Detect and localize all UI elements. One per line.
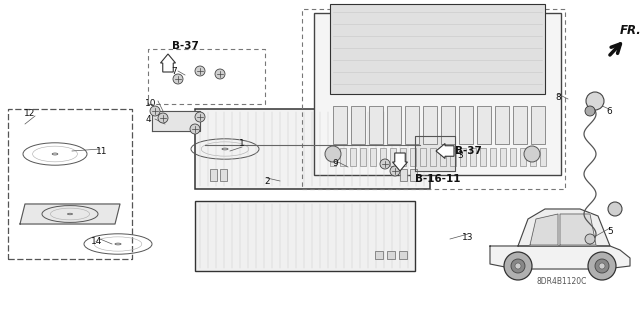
Ellipse shape bbox=[222, 148, 228, 150]
FancyBboxPatch shape bbox=[405, 106, 419, 144]
FancyBboxPatch shape bbox=[490, 148, 496, 166]
Circle shape bbox=[515, 263, 521, 269]
Polygon shape bbox=[560, 214, 596, 245]
Text: 9: 9 bbox=[332, 160, 338, 168]
FancyBboxPatch shape bbox=[333, 106, 347, 144]
Circle shape bbox=[586, 92, 604, 110]
FancyBboxPatch shape bbox=[540, 148, 546, 166]
FancyBboxPatch shape bbox=[400, 169, 407, 181]
FancyBboxPatch shape bbox=[500, 148, 506, 166]
Ellipse shape bbox=[52, 153, 58, 155]
Polygon shape bbox=[518, 209, 610, 246]
FancyBboxPatch shape bbox=[495, 106, 509, 144]
FancyBboxPatch shape bbox=[399, 251, 407, 259]
Circle shape bbox=[585, 234, 595, 244]
FancyBboxPatch shape bbox=[330, 148, 336, 166]
FancyBboxPatch shape bbox=[430, 148, 436, 166]
FancyBboxPatch shape bbox=[440, 148, 446, 166]
Text: FR.: FR. bbox=[620, 25, 640, 38]
Circle shape bbox=[524, 146, 540, 162]
FancyBboxPatch shape bbox=[459, 106, 473, 144]
Circle shape bbox=[511, 259, 525, 273]
Text: 5: 5 bbox=[607, 226, 613, 235]
FancyBboxPatch shape bbox=[420, 148, 426, 166]
Polygon shape bbox=[392, 153, 408, 171]
Text: B-37: B-37 bbox=[455, 146, 482, 156]
FancyBboxPatch shape bbox=[387, 106, 401, 144]
Text: 11: 11 bbox=[96, 146, 108, 155]
Circle shape bbox=[195, 66, 205, 76]
Ellipse shape bbox=[67, 213, 72, 215]
FancyBboxPatch shape bbox=[520, 148, 526, 166]
Text: B-37: B-37 bbox=[172, 41, 198, 51]
FancyBboxPatch shape bbox=[360, 148, 366, 166]
Polygon shape bbox=[20, 204, 120, 224]
Text: 14: 14 bbox=[92, 236, 102, 246]
FancyBboxPatch shape bbox=[330, 4, 545, 94]
Text: B-16-11: B-16-11 bbox=[415, 174, 461, 184]
Circle shape bbox=[595, 259, 609, 273]
FancyBboxPatch shape bbox=[220, 169, 227, 181]
Ellipse shape bbox=[115, 243, 121, 245]
FancyBboxPatch shape bbox=[387, 251, 395, 259]
Polygon shape bbox=[490, 246, 630, 269]
Text: 7: 7 bbox=[171, 66, 177, 76]
FancyBboxPatch shape bbox=[351, 106, 365, 144]
FancyBboxPatch shape bbox=[380, 148, 386, 166]
FancyBboxPatch shape bbox=[450, 148, 456, 166]
FancyBboxPatch shape bbox=[370, 148, 376, 166]
FancyBboxPatch shape bbox=[375, 251, 383, 259]
FancyBboxPatch shape bbox=[340, 148, 346, 166]
Text: 13: 13 bbox=[462, 233, 474, 241]
Polygon shape bbox=[530, 214, 558, 245]
FancyBboxPatch shape bbox=[350, 148, 356, 166]
Circle shape bbox=[190, 124, 200, 134]
FancyBboxPatch shape bbox=[470, 148, 476, 166]
Text: 2: 2 bbox=[264, 176, 270, 186]
FancyBboxPatch shape bbox=[441, 106, 455, 144]
FancyBboxPatch shape bbox=[510, 148, 516, 166]
Text: 10: 10 bbox=[145, 100, 157, 108]
FancyBboxPatch shape bbox=[423, 106, 437, 144]
Polygon shape bbox=[415, 136, 455, 171]
Polygon shape bbox=[161, 54, 175, 72]
Circle shape bbox=[380, 159, 390, 169]
FancyBboxPatch shape bbox=[400, 148, 406, 166]
Circle shape bbox=[588, 252, 616, 280]
Polygon shape bbox=[152, 111, 200, 131]
FancyBboxPatch shape bbox=[460, 148, 466, 166]
Text: 8DR4B1120C: 8DR4B1120C bbox=[537, 277, 587, 286]
Text: 1: 1 bbox=[239, 139, 245, 149]
FancyBboxPatch shape bbox=[369, 106, 383, 144]
FancyBboxPatch shape bbox=[513, 106, 527, 144]
Text: 12: 12 bbox=[24, 109, 36, 118]
FancyBboxPatch shape bbox=[314, 13, 561, 175]
Text: 8: 8 bbox=[555, 93, 561, 101]
FancyBboxPatch shape bbox=[477, 106, 491, 144]
Circle shape bbox=[158, 113, 168, 123]
Text: 6: 6 bbox=[606, 107, 612, 115]
Polygon shape bbox=[436, 144, 454, 159]
Text: 4: 4 bbox=[145, 115, 151, 123]
FancyBboxPatch shape bbox=[410, 148, 416, 166]
Text: 3: 3 bbox=[457, 152, 463, 160]
FancyBboxPatch shape bbox=[480, 148, 486, 166]
FancyBboxPatch shape bbox=[195, 109, 430, 189]
Circle shape bbox=[150, 106, 160, 116]
Circle shape bbox=[504, 252, 532, 280]
FancyBboxPatch shape bbox=[390, 148, 396, 166]
Circle shape bbox=[215, 69, 225, 79]
Circle shape bbox=[195, 112, 205, 122]
Circle shape bbox=[173, 74, 183, 84]
Circle shape bbox=[608, 202, 622, 216]
Circle shape bbox=[585, 106, 595, 116]
FancyBboxPatch shape bbox=[210, 169, 217, 181]
FancyBboxPatch shape bbox=[530, 148, 536, 166]
Circle shape bbox=[325, 146, 341, 162]
Circle shape bbox=[599, 263, 605, 269]
FancyBboxPatch shape bbox=[410, 169, 417, 181]
FancyBboxPatch shape bbox=[195, 201, 415, 271]
FancyBboxPatch shape bbox=[531, 106, 545, 144]
Circle shape bbox=[390, 166, 400, 176]
